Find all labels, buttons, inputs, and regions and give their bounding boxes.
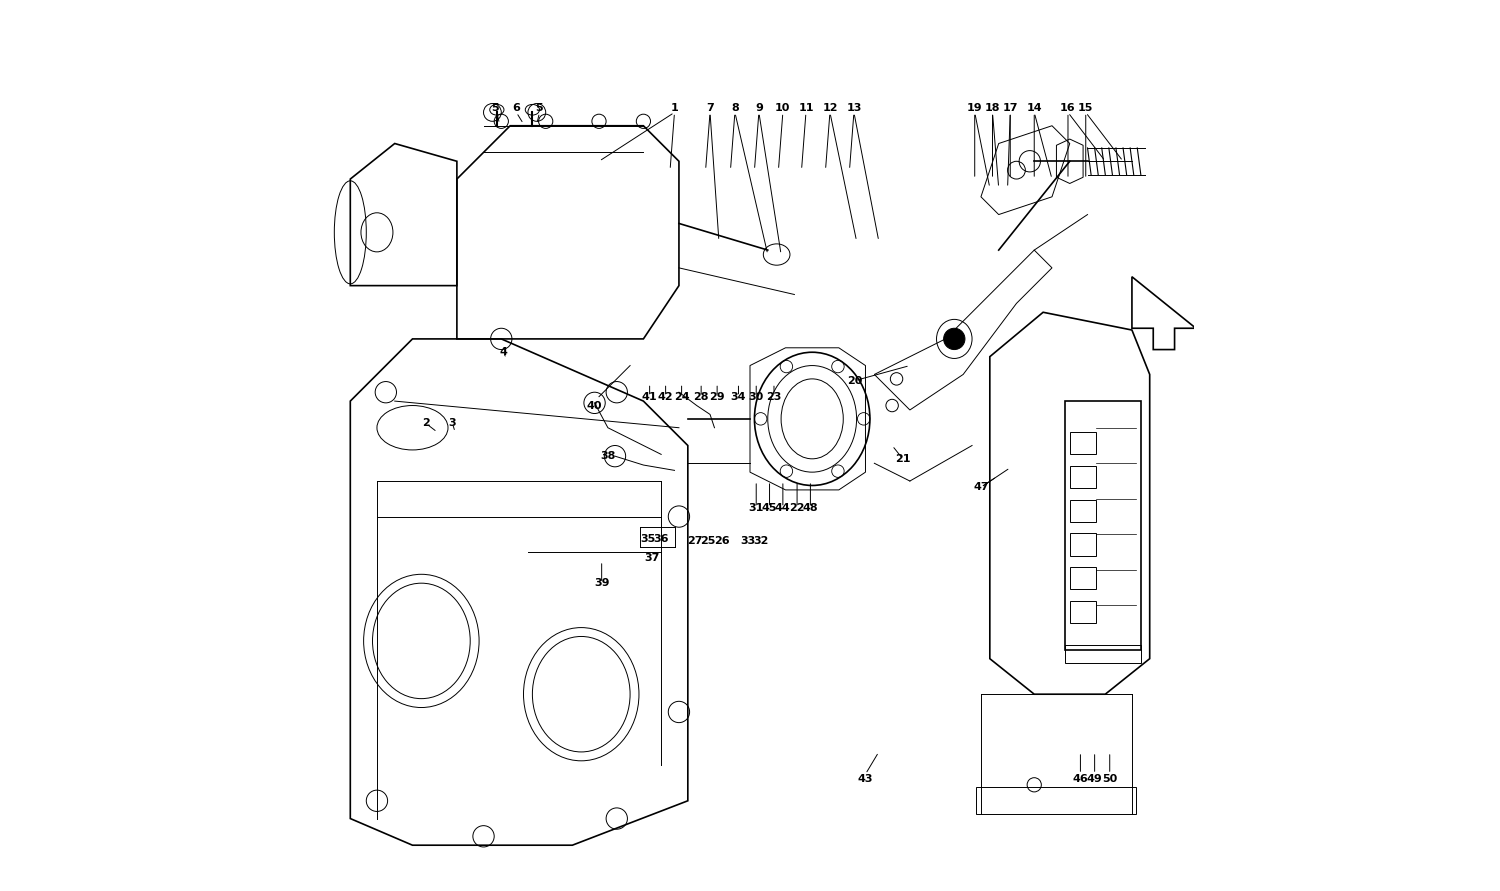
Text: 5: 5 (492, 103, 500, 113)
Bar (1070, 568, 1096, 589)
Text: 14: 14 (1026, 103, 1042, 113)
Text: 17: 17 (1002, 103, 1019, 113)
Text: 11: 11 (798, 103, 813, 113)
Text: 16: 16 (1060, 103, 1076, 113)
Text: 40: 40 (586, 401, 603, 411)
Text: 19: 19 (968, 103, 982, 113)
Text: 24: 24 (674, 392, 690, 402)
Ellipse shape (944, 328, 964, 349)
Text: 46: 46 (1072, 773, 1089, 783)
Bar (1065, 645, 1142, 663)
Text: 35: 35 (640, 534, 656, 544)
Bar (1065, 401, 1142, 650)
Text: 7: 7 (706, 103, 714, 113)
Text: 29: 29 (710, 392, 724, 402)
Bar (1070, 534, 1096, 556)
Bar (1070, 601, 1096, 623)
Text: 34: 34 (730, 392, 746, 402)
Bar (1070, 500, 1096, 522)
Text: 36: 36 (654, 534, 669, 544)
Text: 26: 26 (714, 535, 729, 545)
Text: 50: 50 (1102, 773, 1118, 783)
Text: 21: 21 (896, 454, 910, 464)
Text: 27: 27 (687, 535, 702, 545)
Text: 38: 38 (600, 451, 615, 462)
Text: 25: 25 (700, 535, 715, 545)
Text: 10: 10 (776, 103, 790, 113)
Text: 37: 37 (645, 553, 660, 563)
Text: 12: 12 (822, 103, 837, 113)
Text: 9: 9 (754, 103, 764, 113)
Text: 5: 5 (536, 103, 543, 113)
Text: 18: 18 (984, 103, 1000, 113)
Text: 28: 28 (693, 392, 709, 402)
Text: 2: 2 (422, 418, 429, 429)
Polygon shape (1132, 277, 1196, 349)
Text: 42: 42 (658, 392, 674, 402)
Text: 32: 32 (753, 535, 768, 545)
Text: 33: 33 (741, 535, 756, 545)
Text: 31: 31 (748, 503, 764, 512)
Text: 13: 13 (846, 103, 861, 113)
Text: 23: 23 (766, 392, 782, 402)
Text: 8: 8 (730, 103, 740, 113)
Bar (1070, 466, 1096, 488)
Text: 3: 3 (448, 418, 456, 429)
Text: 45: 45 (762, 503, 777, 512)
Text: 15: 15 (1078, 103, 1094, 113)
Text: 6: 6 (513, 103, 520, 113)
Text: 1: 1 (670, 103, 678, 113)
Bar (1070, 432, 1096, 454)
Text: 43: 43 (858, 773, 873, 783)
Text: 48: 48 (802, 503, 818, 512)
Text: 22: 22 (789, 503, 806, 512)
Text: 47: 47 (974, 482, 988, 492)
Text: 49: 49 (1088, 773, 1102, 783)
Text: 44: 44 (776, 503, 790, 512)
Text: 41: 41 (642, 392, 657, 402)
Text: 30: 30 (748, 392, 764, 402)
Text: 20: 20 (847, 376, 862, 386)
Text: 4: 4 (500, 347, 507, 357)
Text: 39: 39 (594, 578, 609, 588)
Bar (976, 788, 1137, 814)
